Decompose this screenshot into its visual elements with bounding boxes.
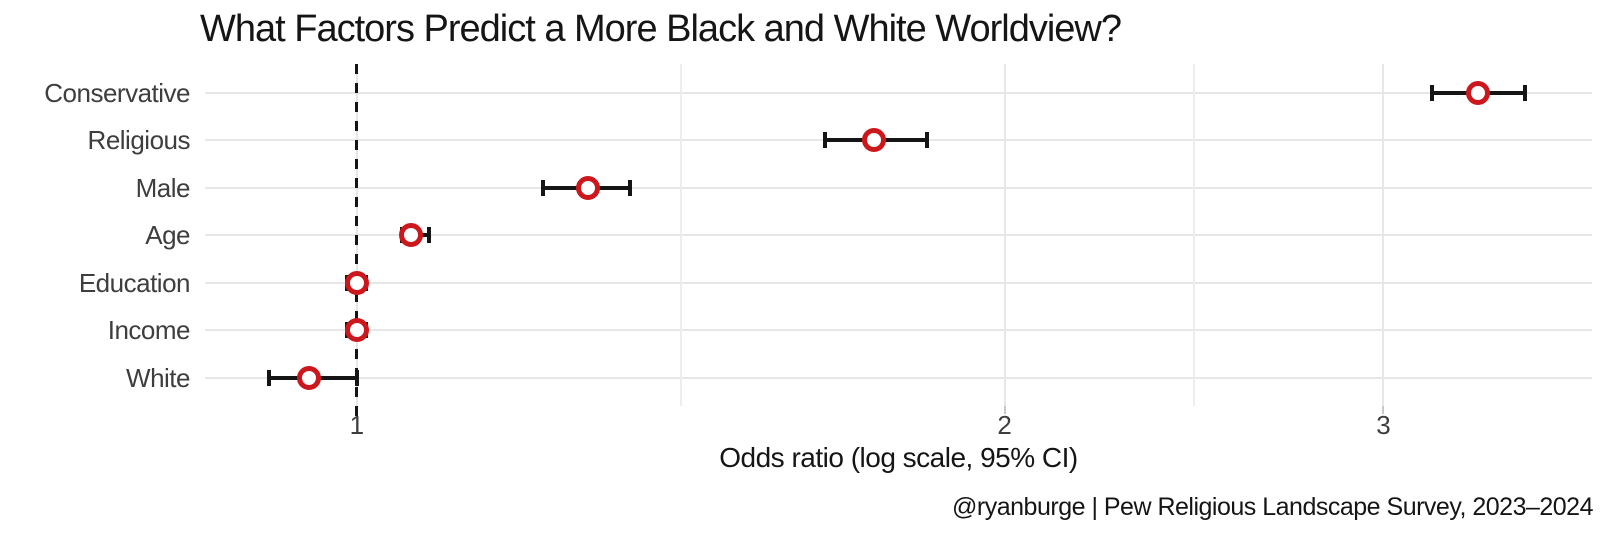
point-circle [862, 128, 887, 152]
x-tick [1003, 406, 1006, 414]
error-bar-cap [1522, 84, 1527, 101]
y-axis-label: Income [107, 315, 191, 345]
x-axis-label: Odds ratio (log scale, 95% CI) [719, 442, 1078, 473]
y-axis-label: Religious [87, 125, 191, 155]
h-gridline [205, 376, 1592, 379]
y-axis-label: Education [78, 267, 191, 298]
h-gridline [205, 186, 1592, 189]
error-bar-cap [354, 369, 359, 386]
v-gridline-minor [679, 64, 682, 406]
x-tick [1382, 406, 1385, 414]
error-bar-cap [822, 132, 827, 148]
error-bar-cap [426, 227, 431, 243]
y-axis-label: White [126, 362, 190, 393]
error-bar-cap [540, 179, 545, 196]
error-bar-cap [1430, 84, 1435, 101]
h-gridline [205, 91, 1592, 94]
v-gridline-major [1003, 64, 1006, 406]
point-circle [575, 175, 600, 200]
point-circle [344, 318, 369, 342]
chart-title: What Factors Predict a More Black and Wh… [200, 8, 1122, 50]
y-axis-label: Age [145, 220, 190, 250]
point-circle [399, 223, 424, 247]
h-gridline [205, 234, 1592, 236]
chart-caption: @ryanburge | Pew Religious Landscape Sur… [952, 493, 1593, 521]
y-axis-label: Male [135, 172, 191, 203]
x-tick-label: 3 [1376, 410, 1391, 440]
error-bar-cap [266, 369, 271, 386]
h-gridline [205, 329, 1592, 331]
y-axis-label: Conservative [44, 77, 190, 108]
v-gridline-major [1382, 64, 1385, 406]
point-circle [344, 270, 369, 295]
x-tick-label: 1 [349, 410, 365, 440]
h-gridline [205, 281, 1592, 284]
point-circle [296, 365, 321, 390]
error-bar-cap [628, 179, 633, 196]
x-tick-label: 2 [997, 410, 1012, 440]
error-bar-cap [924, 132, 929, 148]
reference-line [355, 64, 359, 416]
v-gridline-minor [1193, 64, 1196, 406]
point-circle [1466, 80, 1491, 105]
